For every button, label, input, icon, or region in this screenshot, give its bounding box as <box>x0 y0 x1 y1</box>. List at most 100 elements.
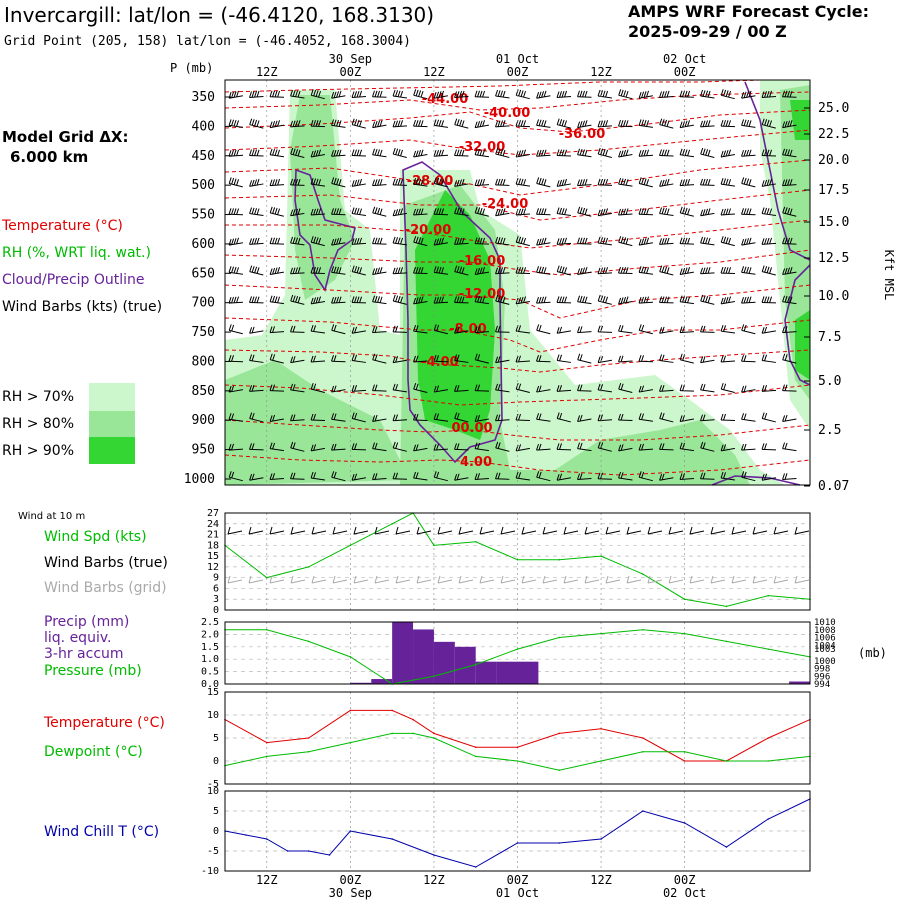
wind-barb <box>700 178 715 186</box>
wind-chill-line-point <box>349 830 352 832</box>
wind-barb <box>331 413 346 422</box>
wind-barb <box>638 90 653 99</box>
wind-barb <box>495 236 510 246</box>
top-hour-label: 00Z <box>507 65 529 79</box>
wind-barb <box>372 148 387 158</box>
y-tick-label: 21 <box>207 530 219 541</box>
wind-barb <box>392 472 408 480</box>
pressure-axis-title: P (mb) <box>170 61 213 75</box>
y-tick-label: 0 <box>213 756 219 767</box>
pressure-line-point <box>265 628 268 631</box>
temperature-line-point <box>642 737 644 739</box>
wind-barb-grid <box>563 575 579 584</box>
wind-barb <box>761 178 776 187</box>
wind-barb <box>474 120 489 129</box>
y-tick-label: 2.0 <box>201 629 219 640</box>
wind-barb <box>413 89 428 100</box>
wind-barb <box>720 266 736 275</box>
wind-barb <box>433 385 448 393</box>
pressure-tick-label: 1000 <box>814 657 836 667</box>
wind-barb-true <box>794 526 810 535</box>
wind-barb <box>331 119 346 128</box>
wind-barb <box>720 413 736 421</box>
wind-barb <box>720 208 736 216</box>
wind-barb <box>351 90 367 98</box>
wind-barb <box>228 413 244 422</box>
wind-barb <box>741 119 756 128</box>
wind-barb <box>618 382 633 394</box>
wind-barb-grid <box>269 575 285 584</box>
pressure-unit: (mb) <box>858 646 887 660</box>
wind-barb-grid <box>416 575 432 584</box>
pressure-tick-label: 350 <box>192 90 215 105</box>
wind-barb <box>638 413 654 422</box>
wind-barb <box>331 385 346 393</box>
temperature-line-point <box>433 732 435 735</box>
wind-barb <box>741 177 756 188</box>
wind-barb-grid <box>605 575 621 584</box>
cross-section-panel: -44.00-40.00-36.00-32.00-28.00-24.00-20.… <box>184 79 896 494</box>
wind-barb <box>495 120 510 128</box>
precip-bar <box>475 661 497 684</box>
height-tick-label: 7.5 <box>818 330 841 345</box>
height-tick-label: 25.0 <box>818 101 849 116</box>
pressure-line-point <box>516 648 519 650</box>
temperature-contour-label: -36.00 <box>559 127 606 142</box>
wind-barb <box>413 149 428 158</box>
pressure-tick-label: 1000 <box>184 472 215 487</box>
wind-barb <box>290 89 305 99</box>
wind-barb <box>556 326 571 334</box>
wind-barb-true <box>437 526 453 535</box>
rh80-swatch <box>89 411 135 437</box>
top-date-label: 02 Oct <box>663 52 706 66</box>
wind-chill-line-point <box>245 834 247 836</box>
y-tick-label: 2.5 <box>201 617 219 628</box>
wind-barb <box>638 237 653 246</box>
wind-barb <box>782 267 797 276</box>
wind-barb <box>679 267 694 276</box>
dewpoint-line-point <box>600 760 602 762</box>
wind10m-frame <box>224 512 811 611</box>
wind-barb <box>249 443 264 451</box>
wind-barb <box>331 237 346 246</box>
wind-barb <box>618 119 633 128</box>
wind-barb <box>741 355 756 363</box>
top-hour-label: 12Z <box>423 65 445 79</box>
wind-barb <box>290 147 305 158</box>
wind-chill-line-point <box>328 854 331 856</box>
temperature-line-point <box>558 732 561 735</box>
wind-barb <box>700 472 715 480</box>
wind-barb <box>597 208 612 217</box>
wind-barb <box>290 208 305 217</box>
legend-temperature-2: Temperature (°C) <box>43 715 165 731</box>
wind-barb <box>454 412 469 423</box>
wind-barb <box>351 178 366 187</box>
cycle-value: 2025-09-29 / 00 Z <box>628 22 787 41</box>
wind-barb <box>413 324 428 334</box>
wind-barb <box>290 120 305 128</box>
wind-barb <box>392 208 407 217</box>
wind-barb <box>679 178 695 187</box>
pressure-tick-label: 450 <box>192 149 215 164</box>
wind-barb <box>433 237 448 246</box>
wind-barb <box>679 353 694 364</box>
wind-barb <box>577 353 592 364</box>
wind-barb <box>372 414 387 422</box>
pressure-tick-label: 400 <box>192 119 215 134</box>
wind-barb <box>700 236 715 246</box>
precip-bar <box>496 661 518 684</box>
pressure-tick-label: 998 <box>814 665 830 675</box>
pressure-tick-label: 750 <box>192 325 215 340</box>
wind-barb <box>269 90 285 98</box>
wind-barb <box>618 296 633 305</box>
bottom-hour-label: 00Z <box>340 873 362 887</box>
wind-barb <box>290 294 305 305</box>
wind-barb <box>577 148 592 158</box>
wind-barb-grid <box>500 575 516 584</box>
wind-barb <box>454 326 469 334</box>
wind-barb <box>782 442 797 452</box>
wind-barb <box>741 413 756 422</box>
rh70-swatch <box>89 383 135 411</box>
wind-barb <box>638 119 654 128</box>
wind-barb <box>536 355 551 363</box>
